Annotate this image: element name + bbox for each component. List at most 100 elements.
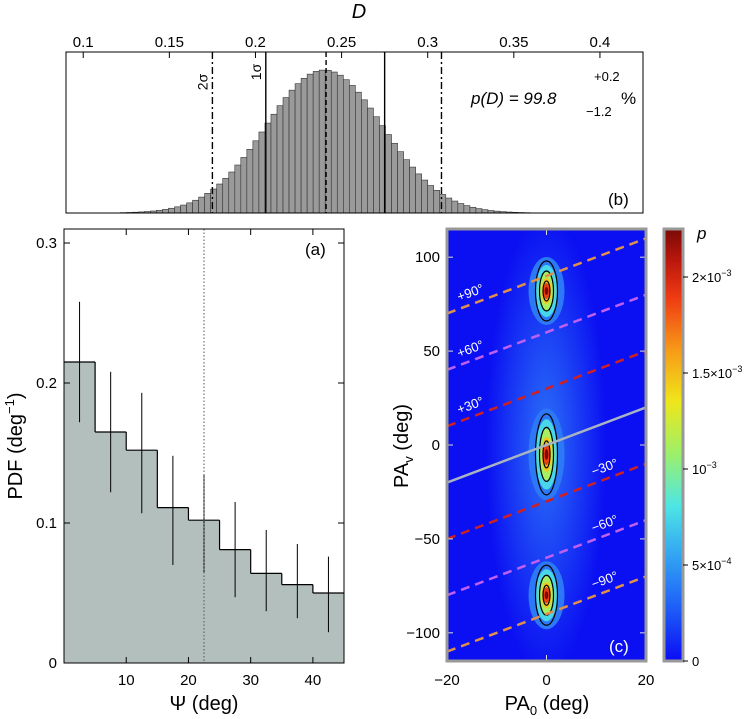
panel-b-bar bbox=[258, 131, 266, 214]
panel-a-x-tick-label: 40 bbox=[305, 672, 322, 689]
panel-a-x-tick-label: 20 bbox=[180, 672, 197, 689]
panel-c-reference-line bbox=[447, 293, 646, 372]
colorbar-tick-label-main: 5×10 bbox=[692, 558, 721, 573]
panel-a-y-tick-label: 0.3 bbox=[36, 235, 57, 252]
panel-b-bar bbox=[403, 159, 410, 214]
svg-text:PDF (deg−1): PDF (deg−1) bbox=[2, 392, 27, 499]
panel-b-x-tick-label: 0.25 bbox=[327, 34, 356, 51]
panel-c-density: +90°+60°+30°−30°−60°−90° bbox=[447, 229, 646, 661]
panel-b-x-tick-label: 0.35 bbox=[499, 34, 528, 51]
panel-b-vline-label: 2σ bbox=[194, 73, 210, 90]
panel-a-ticks: 10 20 30 40 0 0.1 0.2 0.3 bbox=[36, 229, 344, 689]
panel-b-axis-title: D bbox=[352, 1, 366, 23]
colorbar-tick-label: 0 bbox=[692, 654, 699, 669]
panel-c-xlabel-end: (deg) bbox=[537, 693, 589, 715]
colorbar-title: p bbox=[696, 224, 706, 243]
panel-c-reference-line bbox=[447, 349, 646, 428]
panel-b-bar bbox=[288, 89, 296, 214]
panel-b-x-tick-label: 0.15 bbox=[155, 34, 184, 51]
panel-b-bar bbox=[306, 73, 314, 214]
panel-b-bar bbox=[312, 71, 320, 214]
colorbar-tick-label-exp: −4 bbox=[721, 556, 731, 566]
panel-c-y-tick-label: −50 bbox=[415, 531, 440, 548]
panel-c-contour bbox=[538, 426, 555, 482]
panel-b-bar bbox=[240, 157, 248, 214]
colorbar-tick-label-exp: −3 bbox=[721, 268, 731, 278]
panel-c-label: (c) bbox=[609, 637, 629, 656]
panel-c-peak-layer bbox=[544, 448, 549, 460]
panel-b-bar bbox=[349, 85, 356, 214]
panel-b-bar bbox=[427, 185, 435, 214]
panel-c-x-tick-label: −20 bbox=[434, 672, 459, 689]
panel-a-label: (a) bbox=[305, 240, 326, 259]
colorbar-tick-label-main: 1.5×10 bbox=[692, 366, 732, 381]
panel-c-contour bbox=[534, 413, 559, 496]
panel-b-bar bbox=[355, 91, 362, 214]
panel-c-ylabel-end: (deg) bbox=[391, 404, 413, 456]
panel-c-peaks bbox=[528, 256, 565, 630]
panel-b-bar bbox=[385, 134, 392, 214]
panel-b-annotation-sub: −1.2 bbox=[586, 104, 612, 119]
colorbar-ticks: 05×10−410−31.5×10−32×10−3 bbox=[683, 268, 742, 669]
panel-c-frame bbox=[445, 227, 648, 663]
panel-a-ylabel-sup: −1 bbox=[2, 399, 17, 414]
panel-a-ylabel: PDF (deg−1) bbox=[2, 392, 27, 499]
panel-b-bar bbox=[180, 204, 187, 214]
panel-b-x-ticks: 0.1 0.15 0.2 0.25 0.3 0.35 0.4 bbox=[73, 34, 610, 58]
panel-b-bar bbox=[270, 113, 278, 214]
colorbar bbox=[662, 227, 685, 663]
panel-b-bar bbox=[421, 179, 429, 214]
panel-b-x-tick-label: 0.1 bbox=[73, 34, 94, 51]
panel-c-ylabel: PAv (deg) bbox=[391, 404, 416, 488]
panel-b-bar bbox=[343, 79, 350, 214]
panel-b-bar bbox=[367, 107, 374, 214]
panel-c-y-tick-label: 0 bbox=[432, 437, 440, 454]
panel-b-bar bbox=[294, 83, 302, 214]
colorbar-tick-label-exp: −3 bbox=[732, 364, 742, 374]
panel-a-frame bbox=[63, 228, 345, 664]
panel-a-area bbox=[64, 362, 344, 663]
panel-b-label: (b) bbox=[608, 190, 629, 209]
panel-b-bar bbox=[409, 166, 416, 214]
panel-b-bar bbox=[204, 193, 211, 214]
panel-c-reference-line bbox=[447, 575, 646, 653]
panel-b-bar bbox=[276, 105, 284, 214]
panel-c-reference-lines bbox=[447, 237, 646, 653]
panel-b-bar bbox=[439, 194, 447, 214]
panel-b-bar bbox=[168, 207, 175, 214]
panel-a-y-tick-label: 0.1 bbox=[36, 515, 57, 532]
panel-b-x-tick-label: 0.2 bbox=[245, 34, 266, 51]
panel-b-bar bbox=[391, 142, 398, 214]
panel-b-histogram bbox=[119, 69, 531, 214]
colorbar-tick-label-main: 0 bbox=[692, 654, 699, 669]
panel-c-y-tick-label: 100 bbox=[415, 249, 440, 266]
panel-b-bar bbox=[216, 183, 224, 214]
panel-b-frame bbox=[65, 51, 644, 214]
panel-b-bar bbox=[234, 164, 242, 214]
panel-c-xlabel-main: PA bbox=[505, 693, 531, 715]
panel-c-ticks: −20 0 20 −100 −50 0 50 100 bbox=[406, 229, 654, 689]
panel-c-peak-layer bbox=[544, 286, 549, 295]
panel-c-ylabel-main: PA bbox=[391, 462, 413, 488]
panel-b-bar bbox=[210, 188, 218, 214]
panel-a: 10 20 30 40 0 0.1 0.2 0.3 (a) Ψ (deg) PDF (deg−… bbox=[2, 228, 345, 715]
panel-a-y-tick-label: 0.2 bbox=[36, 375, 57, 392]
panel-b-bar bbox=[222, 178, 230, 214]
panel-c-contour bbox=[542, 584, 551, 606]
panel-b-bar bbox=[451, 200, 459, 214]
panel-c-ylabel-sub: v bbox=[401, 456, 416, 463]
panel-a-ylabel-main: PDF (deg bbox=[5, 414, 27, 500]
panel-a-y-tick-label: 0 bbox=[49, 655, 57, 672]
panel-b-bar bbox=[300, 77, 308, 214]
colorbar-tick-label-main: 2×10 bbox=[692, 270, 721, 285]
panel-b-annotation-sup: +0.2 bbox=[594, 69, 620, 84]
colorbar-tick-label: 5×10−4 bbox=[692, 556, 732, 573]
panel-c-xlabel-sub: 0 bbox=[530, 703, 537, 718]
panel-b-bar bbox=[246, 149, 254, 214]
panel-c-x-tick-label: 0 bbox=[542, 672, 550, 689]
panel-b-bar bbox=[228, 171, 236, 214]
panel-b-bar bbox=[415, 173, 422, 214]
panel-b: D 0.1 0.15 0.2 0.25 0.3 0.35 0.4 2σ 1σ p(D) = 9… bbox=[65, 1, 644, 214]
colorbar-tick-label: 2×10−3 bbox=[692, 268, 732, 285]
